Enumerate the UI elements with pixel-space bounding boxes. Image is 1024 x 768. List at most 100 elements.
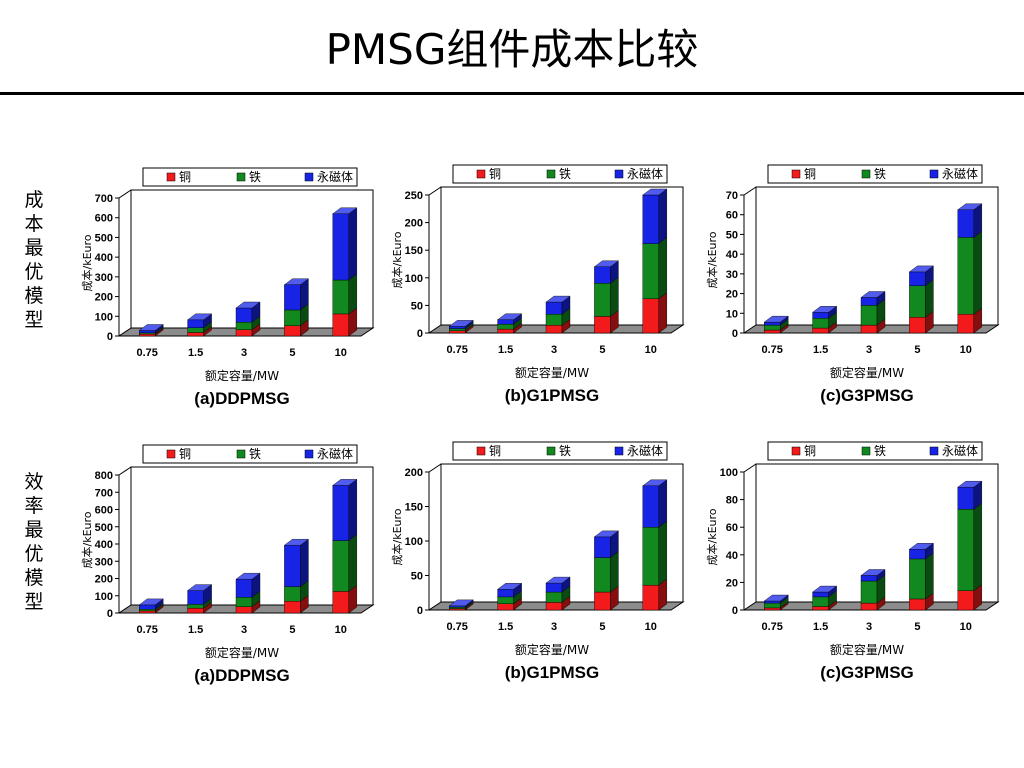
chart-panel-eff-g3pmsg: 0 20 40 60 80 100 铜 铁 永磁体 0.75 1.5 3 5 10 成本/kEuro 额定容量… (700, 432, 1020, 702)
bar-segment (812, 596, 829, 607)
bar-segment (497, 589, 514, 598)
legend-label: 永磁体 (942, 443, 978, 458)
x-tick-label: 1.5 (498, 344, 513, 356)
bar-segment (284, 601, 301, 614)
bar-segment (763, 329, 781, 334)
bar-top (593, 530, 619, 538)
bar-segment-side (658, 188, 667, 244)
legend-label: 铁 (874, 444, 886, 458)
x-axis-label: 额定容量/MW (205, 368, 279, 383)
bar-top (186, 313, 213, 321)
bar-segment (497, 319, 514, 325)
bar-segment (187, 607, 204, 614)
legend-box (767, 441, 983, 461)
bar-segment (812, 606, 829, 611)
bar-segment-side (658, 479, 667, 528)
x-axis-label: 额定容量/MW (830, 365, 904, 380)
y-tick-label: 0 (732, 328, 738, 340)
bar-segment (332, 540, 349, 592)
y-tick-label: 400 (95, 539, 113, 551)
legend-swatch (546, 169, 556, 179)
bar-segment-side (348, 534, 357, 592)
legend-label: 永磁体 (317, 446, 353, 461)
y-tick-label: 700 (95, 193, 113, 205)
y-tick-label: 100 (405, 273, 423, 285)
legend-box (767, 164, 983, 184)
x-tick-label: 10 (645, 621, 657, 633)
x-tick-label: 10 (960, 621, 972, 633)
legend-label: 铜 (489, 166, 501, 181)
bar-segment (545, 301, 563, 315)
y-tick-label: 0 (107, 608, 113, 620)
y-tick-label: 150 (405, 245, 423, 257)
x-tick-label: 3 (551, 621, 557, 633)
legend-label: 永磁体 (942, 166, 978, 181)
legend-swatch (166, 449, 176, 459)
y-tick-label: 100 (95, 311, 113, 323)
chart-panel-cost-g3pmsg: 0 10 20 30 40 50 60 70 铜 铁 永磁体 0.75 1.5 3 5 10 成本/kEuro 额… (700, 155, 1020, 425)
bar-segment (448, 330, 466, 334)
bar-top (235, 572, 261, 580)
legend-swatch (476, 446, 486, 456)
x-tick-label: 0.75 (761, 344, 782, 356)
x-tick-label: 5 (289, 347, 295, 359)
bar-segment (235, 597, 253, 607)
bar-segment (763, 600, 781, 604)
y-tick-label: 300 (95, 556, 113, 568)
y-tick-label: 500 (95, 522, 113, 534)
bar-segment-side (658, 520, 667, 586)
plot-corner-line (743, 463, 757, 473)
legend-swatch (236, 172, 246, 182)
bar-segment-side (925, 279, 934, 318)
bar-segment (284, 284, 301, 311)
y-tick-label: 20 (726, 577, 738, 589)
legend-swatch (304, 172, 314, 182)
bar-segment (763, 324, 781, 331)
chart-panel-cost-ddpmsg: 0 100 200 300 400 500 600 700 铜 铁 永磁体 0.75 1.5 3 5 10 成本… (75, 158, 395, 428)
bar-segment (860, 580, 878, 604)
y-tick-label: 200 (405, 218, 423, 230)
y-tick-label: 600 (95, 505, 113, 517)
bar-top (283, 278, 309, 285)
bar-segment (812, 591, 829, 598)
plot-corner-line (428, 463, 442, 473)
bar-segment (235, 606, 253, 614)
bar-top (186, 584, 213, 591)
legend-label: 铜 (489, 443, 501, 458)
bar-segment (909, 317, 926, 334)
legend-swatch (791, 446, 801, 456)
chart-caption: (b)G1PMSG (505, 386, 599, 405)
x-axis-label: 额定容量/MW (205, 645, 279, 660)
bar-segment (497, 596, 514, 604)
x-tick-label: 0.75 (446, 344, 467, 356)
bar-segment (545, 602, 563, 611)
bar-top (545, 295, 571, 303)
bar-segment (448, 607, 466, 609)
y-tick-label: 20 (726, 289, 738, 301)
x-tick-label: 1.5 (813, 344, 828, 356)
y-axis-label: 成本/kEuro (390, 231, 404, 288)
y-tick-label: 150 (405, 502, 423, 514)
x-tick-label: 3 (866, 344, 872, 356)
x-tick-label: 0.75 (136, 624, 157, 636)
bar-segment (138, 609, 156, 612)
bar-segment (448, 328, 466, 331)
chart-svg: 0 20 40 60 80 100 铜 铁 永磁体 0.75 1.5 3 5 10 成本/kEuro 额定容量… (705, 441, 1000, 682)
bar-segment (545, 582, 563, 593)
y-tick-label: 0 (732, 605, 738, 617)
bar-segment-side (300, 538, 309, 588)
bar-segment (448, 605, 466, 608)
bar-segment (957, 590, 974, 611)
y-axis-label: 成本/kEuro (80, 511, 94, 568)
bar-segment-side (925, 552, 934, 600)
chart-caption: (b)G1PMSG (505, 663, 599, 682)
bar-top (283, 539, 309, 546)
bar-segment (860, 602, 878, 611)
bar-segment-side (348, 207, 357, 281)
bar-top (763, 315, 789, 323)
chart-panel-cost-g1pmsg: 0 50 100 150 200 250 铜 铁 永磁体 0.75 1.5 3 5 10 成本/kEuro 额… (385, 155, 705, 425)
legend-swatch (791, 169, 801, 179)
bar-segment-side (610, 276, 619, 317)
y-tick-label: 500 (95, 232, 113, 244)
legend-swatch (304, 449, 314, 459)
